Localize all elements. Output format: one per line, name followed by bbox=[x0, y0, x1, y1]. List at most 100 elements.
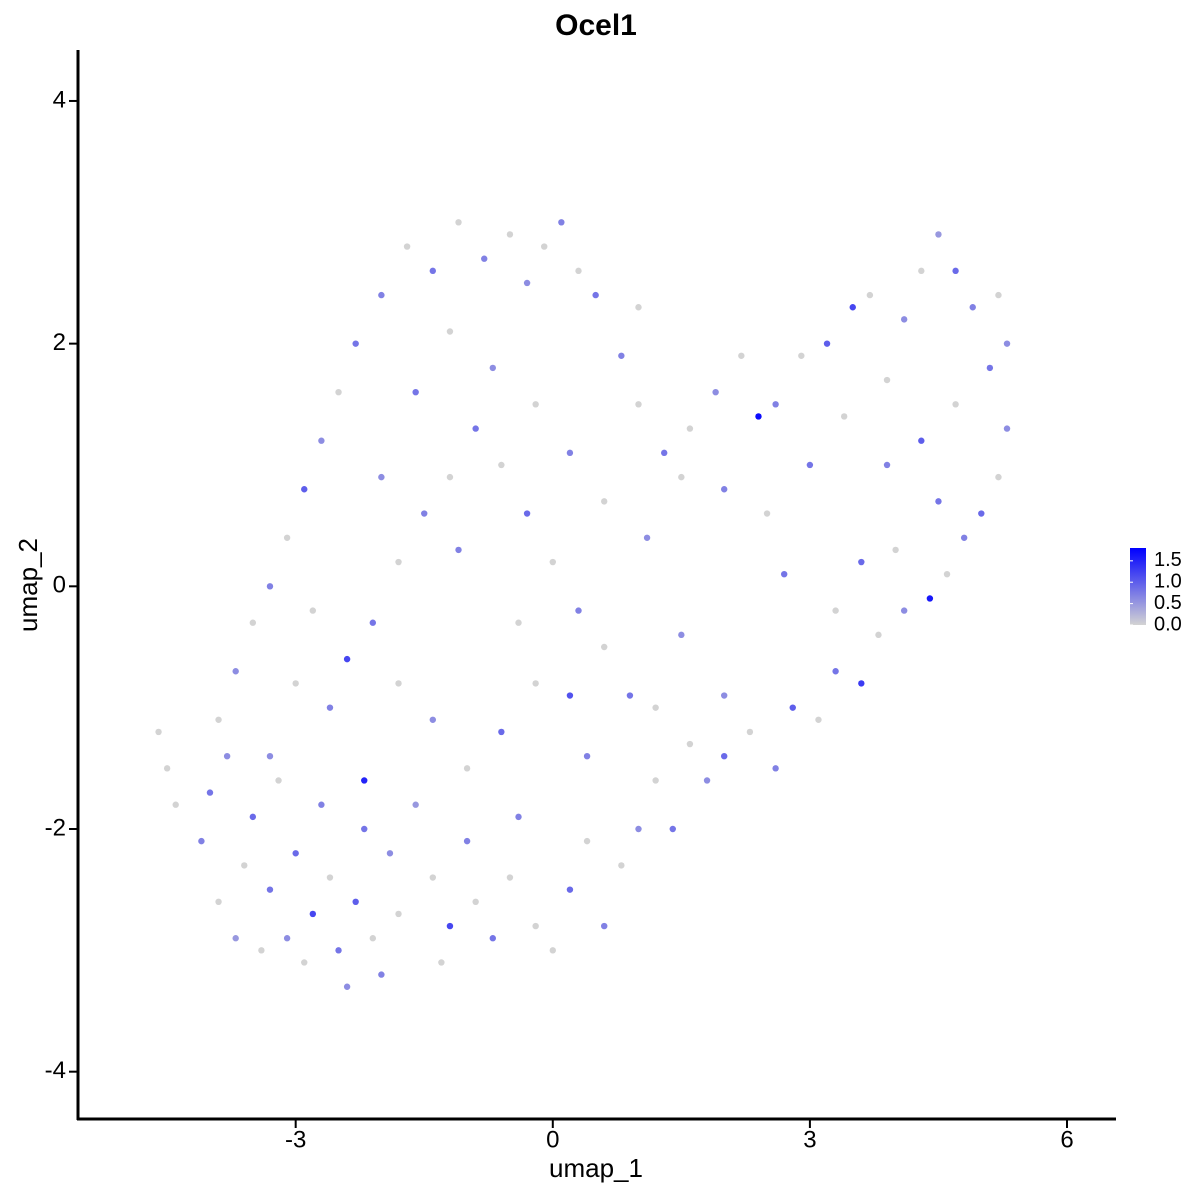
point bbox=[686, 740, 694, 748]
point bbox=[309, 910, 317, 918]
point bbox=[900, 607, 908, 614]
point bbox=[481, 255, 488, 262]
point bbox=[378, 291, 385, 299]
point bbox=[720, 486, 728, 493]
point bbox=[635, 401, 642, 408]
point bbox=[421, 510, 428, 517]
point bbox=[455, 219, 462, 226]
point bbox=[395, 680, 402, 687]
point bbox=[258, 947, 265, 954]
point bbox=[472, 898, 479, 906]
point bbox=[883, 376, 891, 384]
point bbox=[789, 704, 796, 711]
point bbox=[498, 461, 505, 469]
point bbox=[352, 898, 359, 906]
point bbox=[506, 874, 514, 881]
point bbox=[832, 607, 839, 614]
point bbox=[532, 680, 539, 687]
point bbox=[858, 558, 865, 566]
point bbox=[326, 874, 334, 881]
point bbox=[601, 643, 608, 651]
point bbox=[575, 607, 582, 614]
point bbox=[266, 583, 274, 590]
point bbox=[438, 959, 445, 966]
point bbox=[746, 728, 754, 736]
point bbox=[446, 473, 454, 481]
point bbox=[489, 935, 496, 942]
point bbox=[412, 801, 419, 808]
point bbox=[318, 801, 325, 808]
point bbox=[361, 825, 368, 833]
point bbox=[369, 619, 377, 626]
point bbox=[215, 898, 222, 906]
y-tick-label: 0 bbox=[53, 572, 66, 599]
point bbox=[249, 619, 257, 626]
point bbox=[823, 340, 831, 347]
y-tick-label: 4 bbox=[53, 86, 66, 113]
x-axis-label: umap_1 bbox=[549, 1153, 643, 1183]
point bbox=[232, 935, 239, 942]
point bbox=[198, 837, 205, 845]
point bbox=[361, 777, 368, 784]
point bbox=[755, 413, 762, 420]
point bbox=[575, 267, 582, 275]
point bbox=[798, 352, 805, 359]
point bbox=[566, 692, 574, 699]
point bbox=[206, 789, 214, 796]
point bbox=[335, 388, 342, 396]
point bbox=[241, 862, 248, 869]
point bbox=[686, 425, 694, 432]
point bbox=[412, 388, 419, 396]
point bbox=[678, 473, 685, 481]
point bbox=[618, 862, 625, 869]
colorbar-label: 0.5 bbox=[1154, 592, 1182, 614]
point bbox=[720, 752, 728, 760]
point bbox=[523, 279, 531, 287]
point bbox=[249, 813, 257, 821]
chart-title: Ocel1 bbox=[555, 9, 637, 42]
y-tick-label: -2 bbox=[45, 814, 66, 841]
point bbox=[986, 364, 994, 372]
point bbox=[283, 534, 291, 541]
point bbox=[283, 935, 291, 942]
point bbox=[343, 983, 351, 990]
point bbox=[301, 959, 308, 966]
point bbox=[592, 291, 599, 299]
point bbox=[472, 425, 479, 432]
point bbox=[215, 716, 222, 723]
point bbox=[463, 837, 471, 845]
point bbox=[378, 971, 385, 978]
point bbox=[635, 825, 642, 833]
point bbox=[532, 401, 539, 408]
colorbar-label: 1.5 bbox=[1154, 549, 1182, 571]
point bbox=[335, 947, 342, 954]
point bbox=[952, 401, 959, 408]
point bbox=[875, 631, 882, 639]
point bbox=[738, 352, 745, 359]
point bbox=[515, 813, 522, 821]
point bbox=[292, 680, 299, 687]
point bbox=[763, 510, 771, 517]
point bbox=[943, 570, 951, 578]
point bbox=[498, 728, 505, 736]
point bbox=[618, 352, 625, 359]
point bbox=[1003, 425, 1011, 432]
point bbox=[403, 243, 411, 250]
point bbox=[455, 546, 462, 554]
point bbox=[858, 680, 865, 687]
point bbox=[935, 231, 942, 238]
point bbox=[652, 704, 659, 711]
point bbox=[446, 328, 454, 335]
point bbox=[352, 340, 359, 347]
x-tick-label: 3 bbox=[803, 1126, 816, 1153]
point bbox=[292, 850, 299, 857]
colorbar-label: 0.0 bbox=[1154, 613, 1182, 635]
y-tick-label: 2 bbox=[53, 329, 66, 356]
point bbox=[232, 668, 239, 675]
point bbox=[266, 752, 274, 760]
colorbar bbox=[1130, 548, 1146, 625]
point bbox=[892, 546, 899, 554]
colorbar-label: 1.0 bbox=[1154, 571, 1182, 593]
point bbox=[429, 267, 437, 275]
point bbox=[969, 304, 976, 311]
